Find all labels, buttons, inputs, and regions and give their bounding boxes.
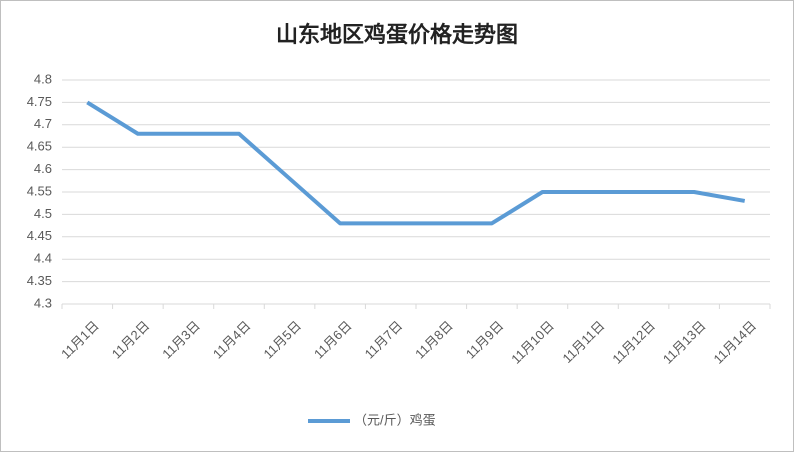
y-tick-label: 4.3 — [34, 295, 52, 310]
y-tick-label: 4.4 — [34, 251, 52, 266]
y-tick-label: 4.35 — [27, 273, 52, 288]
y-tick-label: 4.65 — [27, 139, 52, 154]
y-tick-label: 4.75 — [27, 94, 52, 109]
y-tick-label: 4.5 — [34, 206, 52, 221]
y-tick-label: 4.7 — [34, 116, 52, 131]
chart-title: 山东地区鸡蛋价格走势图 — [276, 22, 518, 47]
data-line — [86, 100, 746, 226]
y-tick-label: 4.6 — [34, 161, 52, 176]
y-tick-label: 4.45 — [27, 228, 52, 243]
y-tick-label: 4.55 — [27, 183, 52, 198]
legend-label: （元/斤）鸡蛋 — [354, 412, 436, 427]
y-tick-label: 4.8 — [34, 71, 52, 86]
